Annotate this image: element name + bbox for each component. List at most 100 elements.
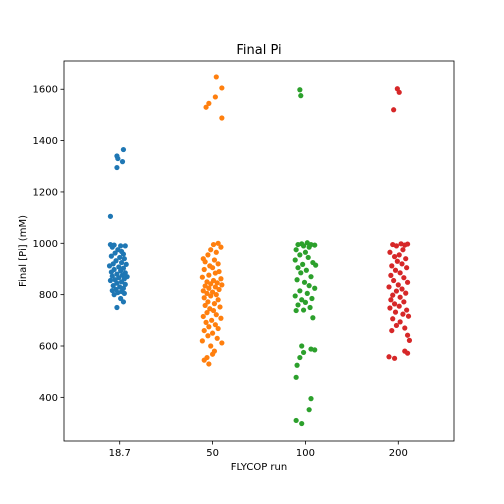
data-point [293, 417, 299, 424]
y-axis: 400 600 800 1000 1200 1400 1600 [33, 85, 64, 404]
data-point [211, 301, 218, 307]
data-points [106, 74, 413, 427]
data-point [201, 357, 207, 363]
data-point [213, 249, 219, 255]
data-point [297, 252, 303, 258]
data-point [109, 287, 115, 294]
data-point [217, 304, 223, 310]
series-18.7 [106, 146, 130, 311]
x-tick-label: 18.7 [109, 448, 131, 459]
data-point [396, 303, 402, 309]
data-point [206, 361, 212, 367]
series-50 [199, 74, 225, 367]
data-point [299, 297, 305, 303]
data-point [397, 294, 403, 300]
data-point [120, 146, 127, 153]
data-point [392, 267, 399, 273]
data-point [292, 257, 298, 263]
data-point [392, 309, 399, 315]
data-point [397, 319, 403, 325]
data-point [386, 354, 392, 360]
data-point [209, 330, 216, 336]
data-point [397, 270, 403, 276]
data-point [114, 164, 120, 171]
data-point [202, 283, 208, 289]
data-point [305, 254, 311, 261]
data-point [204, 290, 210, 296]
data-point [308, 396, 314, 402]
data-point [293, 247, 299, 253]
y-tick-label: 400 [39, 393, 58, 404]
data-point [201, 295, 207, 301]
data-point [121, 256, 127, 262]
data-point [209, 351, 216, 357]
data-point [396, 89, 402, 95]
data-point [393, 243, 400, 249]
data-point [402, 325, 408, 331]
x-tick-label: 200 [389, 448, 408, 459]
data-point [211, 257, 218, 263]
data-point [304, 290, 310, 296]
data-point [216, 286, 222, 293]
data-point [312, 347, 318, 353]
data-point [300, 243, 307, 249]
data-point [292, 293, 298, 299]
data-point [210, 241, 217, 248]
data-point [403, 256, 409, 262]
data-point [391, 107, 397, 113]
data-point [387, 249, 393, 255]
data-point [205, 252, 211, 258]
data-point [219, 85, 225, 91]
data-point [109, 244, 115, 250]
data-point [200, 313, 206, 320]
x-axis: 18.7 50 100 200 [109, 441, 408, 459]
data-point [312, 242, 318, 248]
data-point [306, 244, 312, 250]
data-point [391, 355, 398, 361]
data-point [393, 288, 400, 294]
y-tick-label: 1200 [33, 187, 58, 198]
data-point [199, 338, 205, 344]
data-point [200, 288, 206, 294]
data-point [298, 270, 304, 276]
data-point [203, 104, 209, 110]
data-point [390, 316, 396, 322]
data-point [199, 274, 205, 280]
data-point [208, 343, 214, 349]
data-point [118, 268, 124, 274]
data-point [395, 282, 401, 288]
data-point [209, 317, 215, 323]
x-tick-label: 50 [206, 448, 219, 459]
data-point [116, 264, 122, 270]
plot-frame [63, 60, 455, 442]
data-point [389, 263, 395, 269]
data-point [108, 253, 114, 259]
data-point [107, 213, 114, 219]
data-point [115, 155, 121, 162]
data-point [293, 307, 299, 314]
y-tick-label: 1400 [33, 136, 58, 147]
data-point [205, 299, 211, 305]
data-point [208, 293, 214, 299]
data-point [121, 290, 127, 296]
data-point [218, 244, 224, 250]
data-point [396, 252, 402, 258]
data-point [110, 283, 116, 289]
data-point [218, 315, 224, 321]
data-point [399, 286, 405, 292]
data-point [300, 261, 306, 267]
data-point [309, 295, 315, 302]
data-point [391, 301, 398, 307]
data-point [210, 307, 217, 314]
data-point [123, 261, 129, 267]
data-point [122, 243, 128, 249]
data-point [219, 340, 225, 346]
data-point [300, 349, 307, 356]
data-point [299, 343, 305, 349]
data-point [405, 313, 412, 319]
data-point [387, 305, 393, 311]
data-point [202, 302, 208, 309]
data-point [109, 273, 115, 279]
chart-title: Final Pi [236, 43, 281, 58]
